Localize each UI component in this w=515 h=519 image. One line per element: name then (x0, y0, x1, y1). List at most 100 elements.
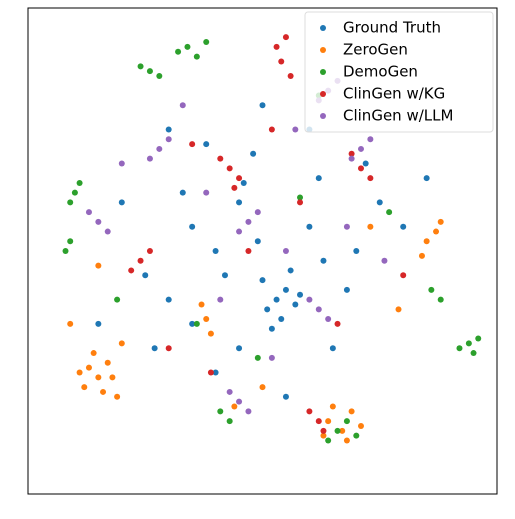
point (334, 320, 341, 327)
point (254, 238, 261, 245)
point (203, 141, 210, 148)
point (353, 248, 360, 254)
point (320, 257, 327, 264)
point (357, 145, 364, 152)
legend-marker (320, 113, 326, 119)
point (315, 418, 322, 425)
point (189, 141, 196, 148)
point (423, 238, 430, 245)
point (221, 272, 228, 279)
point (156, 145, 163, 152)
legend-label: ClinGen w/KG (343, 85, 445, 103)
point (118, 160, 125, 167)
point (67, 199, 74, 206)
legend: Ground Truth ZeroGen DemoGen ClinGen w/KG Cl… (304, 11, 494, 133)
point (400, 223, 407, 230)
point (212, 248, 219, 254)
point (315, 175, 322, 182)
point (95, 262, 102, 269)
point (128, 267, 135, 274)
point (207, 330, 214, 337)
point (217, 155, 224, 162)
point (76, 369, 83, 376)
point (137, 257, 144, 264)
point (189, 320, 196, 327)
point (325, 316, 332, 323)
point (254, 354, 261, 361)
point (118, 199, 125, 206)
point (118, 340, 125, 347)
point (240, 179, 247, 186)
point (282, 286, 289, 293)
point (362, 160, 369, 167)
point (146, 248, 153, 254)
point (367, 223, 374, 230)
point (207, 369, 214, 376)
point (353, 432, 360, 439)
point (273, 296, 280, 303)
point (278, 316, 285, 323)
point (386, 209, 393, 216)
point (217, 408, 224, 415)
point (343, 437, 350, 444)
point (325, 418, 332, 425)
point (62, 248, 69, 254)
point (376, 199, 383, 206)
point (179, 102, 186, 109)
point (264, 306, 271, 313)
legend-label: Ground Truth (343, 19, 441, 37)
point (287, 267, 294, 274)
point (104, 359, 111, 366)
point (67, 320, 74, 327)
point (437, 218, 444, 225)
legend-marker (320, 47, 326, 53)
point (339, 427, 346, 434)
point (475, 335, 482, 342)
point (95, 218, 102, 225)
point (282, 34, 289, 41)
legend-marker (320, 69, 326, 75)
point (146, 155, 153, 162)
legend-label: DemoGen (343, 63, 418, 81)
point (217, 296, 224, 303)
point (315, 306, 322, 313)
point (81, 384, 88, 391)
point (465, 340, 472, 347)
plot-frame (27, 7, 498, 495)
point (165, 136, 172, 143)
point (236, 175, 243, 182)
point (226, 165, 233, 172)
point (437, 296, 444, 303)
legend-label: ZeroGen (343, 41, 408, 59)
point (278, 58, 285, 65)
point (470, 350, 477, 357)
point (151, 345, 158, 352)
point (165, 345, 172, 352)
point (109, 374, 116, 381)
point (259, 277, 266, 284)
point (343, 223, 350, 230)
point (418, 252, 425, 259)
point (231, 184, 238, 191)
point (423, 175, 430, 182)
legend-box (304, 11, 494, 133)
point (268, 126, 275, 133)
point (226, 418, 233, 425)
point (85, 364, 92, 371)
point (231, 403, 238, 410)
point (343, 286, 350, 293)
point (114, 393, 121, 400)
point (76, 179, 83, 186)
point (268, 354, 275, 361)
point (245, 218, 252, 225)
point (325, 437, 332, 444)
point (236, 228, 243, 235)
legend-label: ClinGen w/LLM (343, 107, 453, 125)
point (297, 291, 304, 298)
point (236, 398, 243, 405)
point (250, 150, 257, 157)
point (212, 369, 219, 376)
point (273, 43, 280, 50)
point (198, 301, 205, 308)
point (184, 43, 191, 50)
